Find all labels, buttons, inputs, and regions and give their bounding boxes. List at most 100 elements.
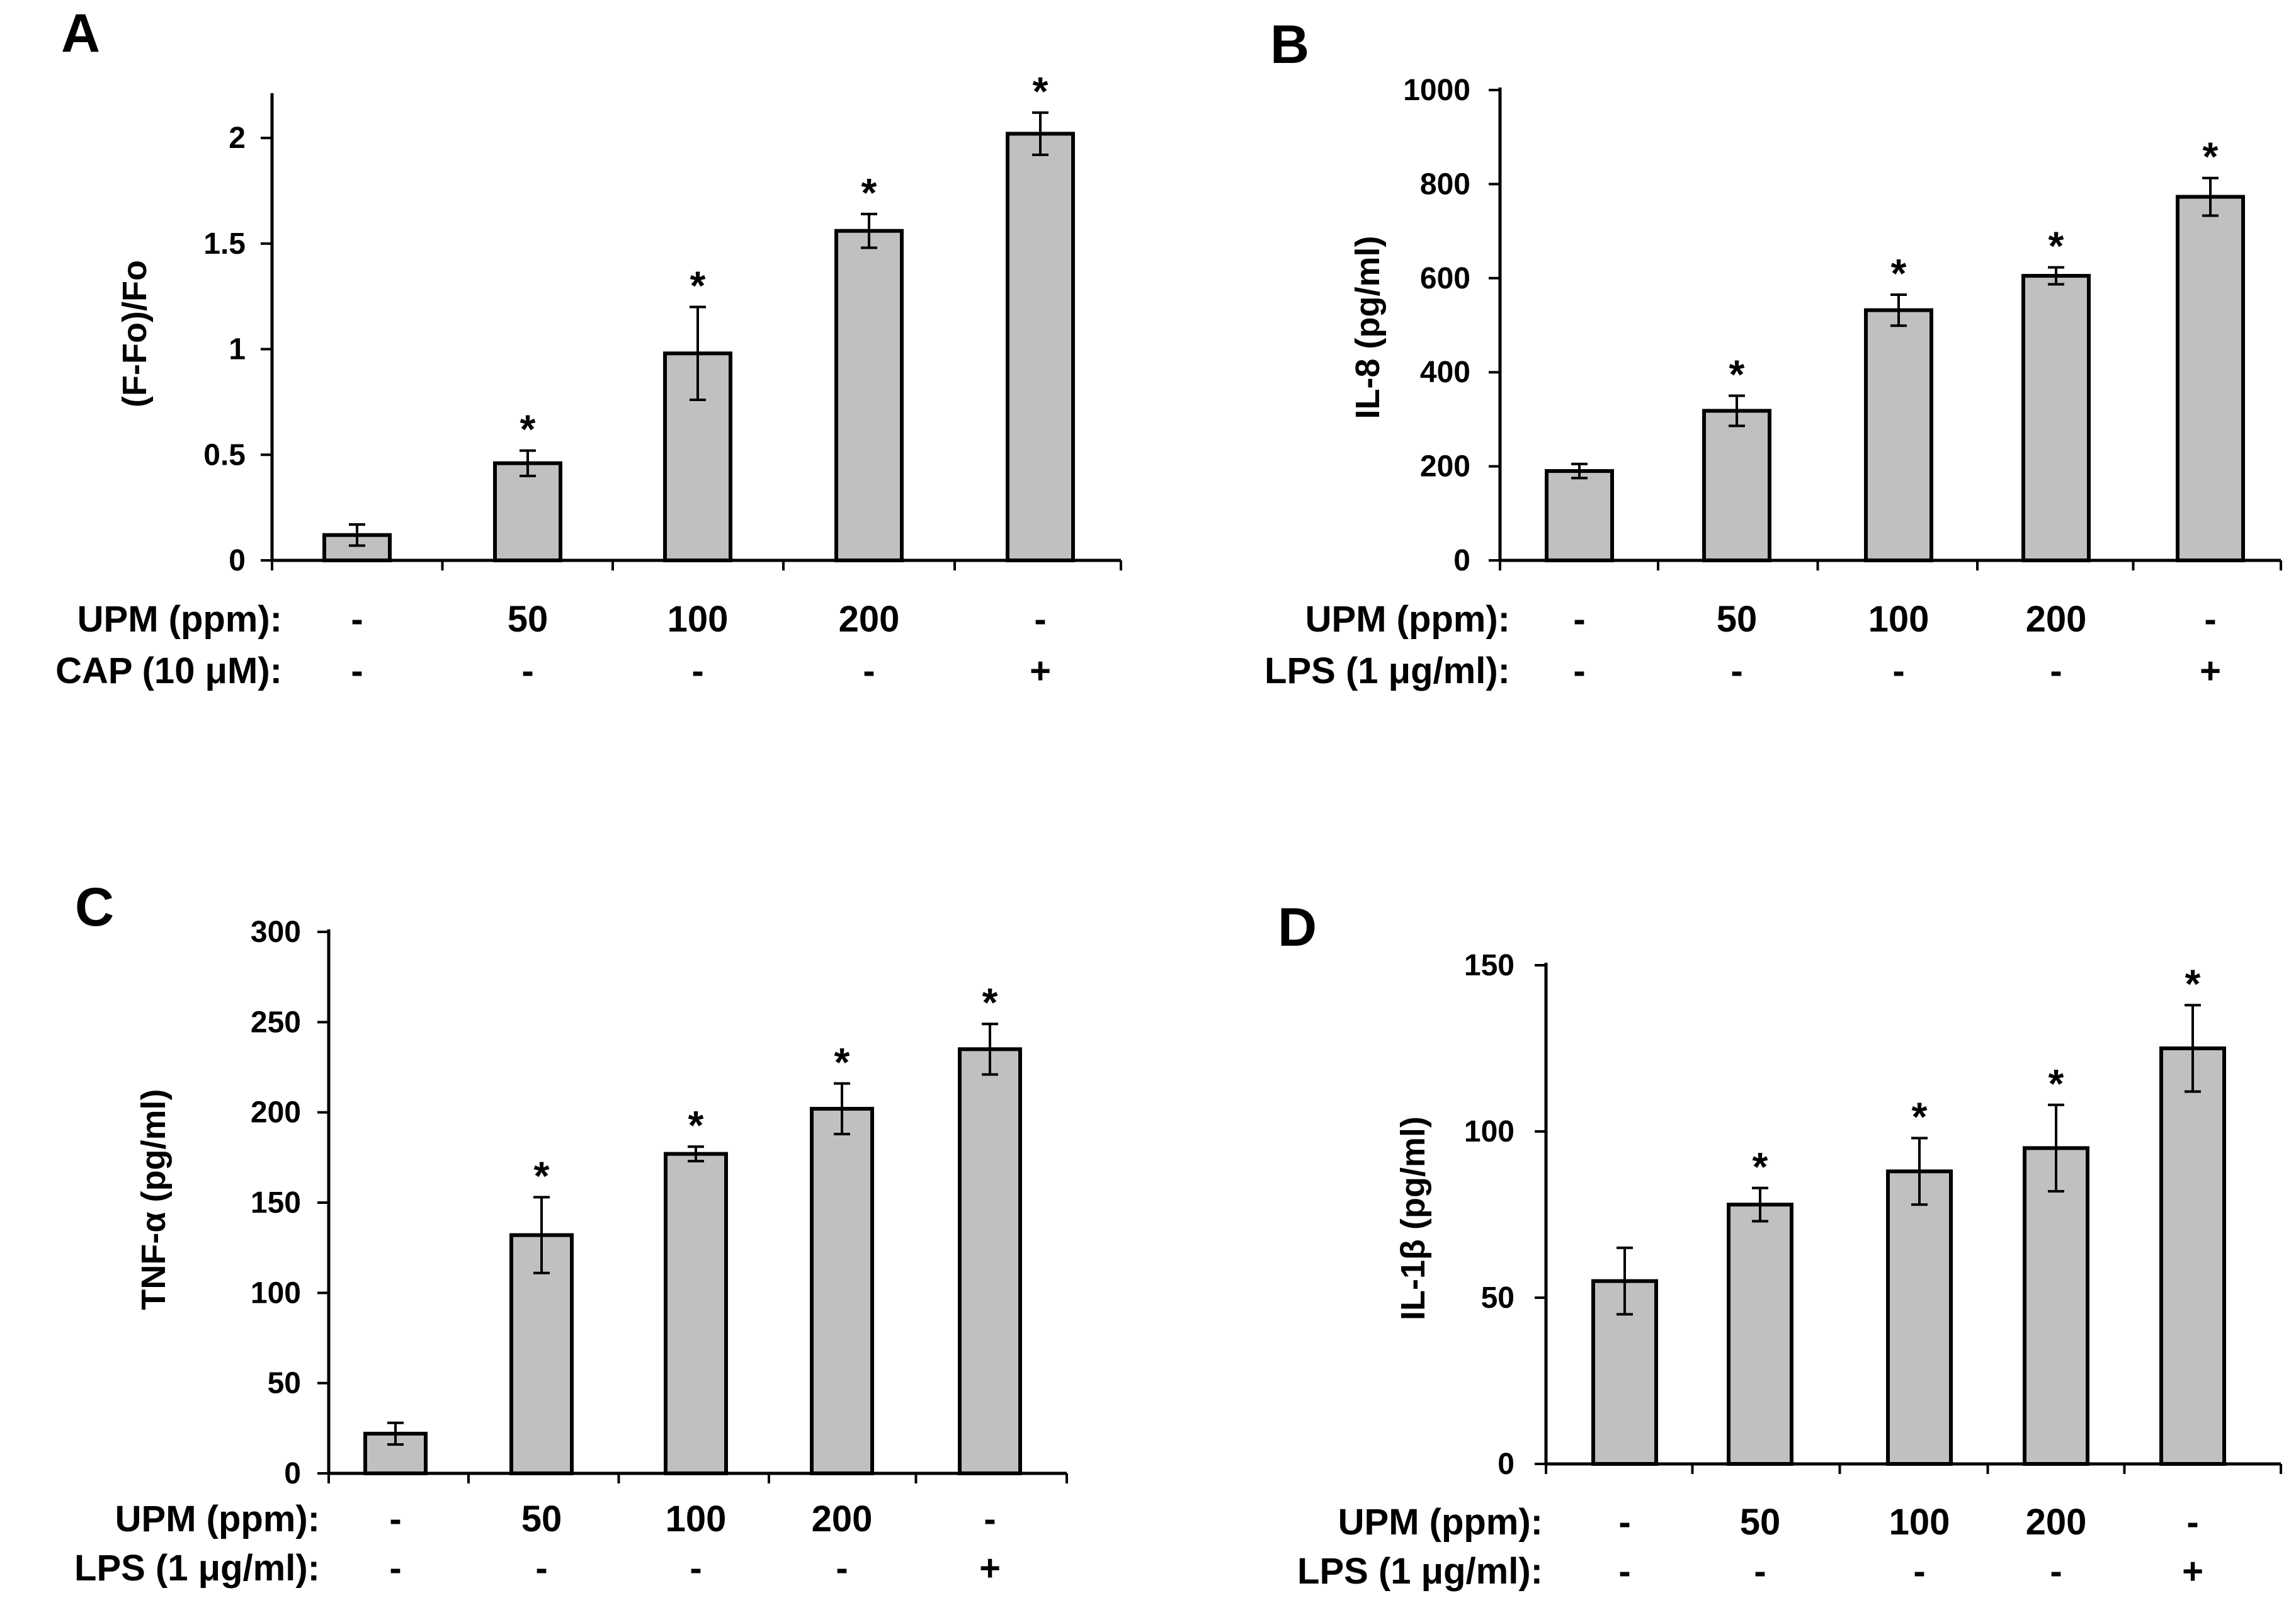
bar-upm-100 bbox=[664, 1152, 728, 1475]
y-tick-label: 300 bbox=[251, 916, 301, 949]
significance-star: * bbox=[2049, 1061, 2064, 1106]
significance-star: * bbox=[982, 980, 998, 1025]
condition-value: - bbox=[2204, 599, 2216, 640]
condition-label: LPS (1 μg/ml): bbox=[1297, 1551, 1543, 1592]
condition-value: 100 bbox=[1889, 1502, 1950, 1543]
y-tick-label: 400 bbox=[1420, 356, 1470, 389]
y-tick-label: 600 bbox=[1420, 262, 1470, 295]
bar-upm-200 bbox=[810, 1106, 874, 1475]
significance-star: * bbox=[1033, 69, 1049, 114]
y-tick-label: 50 bbox=[268, 1367, 301, 1400]
significance-star: * bbox=[861, 170, 877, 215]
condition-value: - bbox=[690, 1548, 702, 1589]
condition-value: - bbox=[1573, 650, 1585, 691]
condition-value: 100 bbox=[1868, 599, 1929, 640]
condition-value: + bbox=[1030, 650, 1051, 691]
y-tick-label: 150 bbox=[1464, 949, 1515, 982]
y-axis-title: (F-Fo)/Fo bbox=[116, 260, 154, 407]
significance-star: * bbox=[2049, 224, 2064, 269]
significance-star: * bbox=[1912, 1094, 1928, 1140]
y-tick-label: 50 bbox=[1481, 1281, 1515, 1315]
bar-upm-200 bbox=[2023, 1146, 2089, 1466]
bar-upm-50 bbox=[1702, 409, 1771, 562]
condition-value: - bbox=[1754, 1551, 1766, 1592]
bar-upm-100 bbox=[1864, 308, 1933, 562]
condition-label: CAP (10 μM): bbox=[55, 650, 282, 691]
condition-value: - bbox=[2050, 650, 2062, 691]
significance-star: * bbox=[834, 1040, 850, 1085]
significance-star: * bbox=[1753, 1144, 1768, 1189]
bar-control bbox=[322, 533, 392, 563]
y-tick-label: 200 bbox=[251, 1096, 301, 1130]
y-axis-title: IL-1β (pg/ml) bbox=[1394, 1116, 1432, 1320]
significance-star: * bbox=[2203, 134, 2219, 179]
y-axis-title: IL-8 (pg/ml) bbox=[1349, 236, 1387, 419]
condition-value: - bbox=[1731, 650, 1742, 691]
condition-label: UPM (ppm): bbox=[1338, 1502, 1543, 1543]
panel-letter: A bbox=[61, 3, 100, 64]
condition-value: - bbox=[863, 650, 875, 691]
bar-upm-100 bbox=[1886, 1169, 1953, 1466]
condition-value: 100 bbox=[668, 599, 729, 640]
condition-value: - bbox=[1618, 1551, 1630, 1592]
significance-star: * bbox=[520, 407, 536, 452]
significance-star: * bbox=[1729, 352, 1745, 397]
y-tick-label: 0 bbox=[1498, 1448, 1515, 1481]
condition-value: - bbox=[351, 650, 363, 691]
panel-letter: B bbox=[1270, 14, 1309, 75]
bar-lps bbox=[958, 1047, 1022, 1476]
condition-label: LPS (1 μg/ml): bbox=[1265, 650, 1510, 691]
condition-label: LPS (1 μg/ml): bbox=[74, 1548, 320, 1589]
bar-upm-50 bbox=[493, 461, 562, 563]
condition-value: - bbox=[1618, 1502, 1630, 1543]
condition-value: 50 bbox=[508, 599, 548, 640]
condition-value: - bbox=[984, 1499, 996, 1539]
bar-cap bbox=[1006, 132, 1075, 562]
bar-upm-200 bbox=[834, 229, 904, 562]
condition-value: - bbox=[1892, 650, 1904, 691]
condition-value: 200 bbox=[812, 1499, 873, 1539]
y-tick-label: 100 bbox=[251, 1276, 301, 1310]
y-tick-label: 0 bbox=[284, 1457, 301, 1490]
condition-value: 50 bbox=[521, 1499, 562, 1539]
significance-star: * bbox=[688, 1103, 704, 1148]
condition-value: 200 bbox=[839, 599, 900, 640]
y-axis-title: TNF-α (pg/ml) bbox=[135, 1089, 173, 1310]
condition-value: - bbox=[836, 1548, 848, 1589]
condition-label: UPM (ppm): bbox=[1305, 599, 1510, 640]
condition-value: - bbox=[351, 599, 363, 640]
condition-value: + bbox=[2200, 650, 2221, 691]
y-tick-label: 250 bbox=[251, 1006, 301, 1039]
condition-value: - bbox=[521, 650, 533, 691]
condition-value: - bbox=[389, 1499, 401, 1539]
y-tick-label: 800 bbox=[1420, 167, 1470, 201]
bar-upm-200 bbox=[2021, 274, 2091, 562]
bar-lps bbox=[2159, 1046, 2226, 1466]
condition-value: 50 bbox=[1717, 599, 1758, 640]
y-tick-label: 0 bbox=[229, 544, 246, 577]
condition-value: - bbox=[691, 650, 703, 691]
y-tick-label: 1 bbox=[229, 333, 246, 366]
y-tick-label: 0 bbox=[1453, 544, 1470, 577]
condition-value: 100 bbox=[666, 1499, 727, 1539]
condition-value: - bbox=[1913, 1551, 1925, 1592]
condition-value: - bbox=[389, 1548, 401, 1589]
y-tick-label: 1000 bbox=[1403, 74, 1470, 107]
bar-upm-50 bbox=[1727, 1203, 1793, 1466]
bar-control bbox=[1545, 469, 1614, 562]
y-tick-label: 200 bbox=[1420, 450, 1470, 484]
panel-letter: D bbox=[1278, 897, 1317, 958]
condition-value: 200 bbox=[2026, 599, 2087, 640]
condition-value: + bbox=[2182, 1551, 2203, 1592]
y-tick-label: 0.5 bbox=[203, 438, 246, 472]
condition-value: 50 bbox=[1740, 1502, 1781, 1543]
significance-star: * bbox=[690, 263, 706, 308]
condition-value: - bbox=[1573, 599, 1585, 640]
panel-letter: C bbox=[75, 877, 114, 938]
condition-value: - bbox=[2050, 1551, 2062, 1592]
condition-value: 200 bbox=[2026, 1502, 2087, 1543]
condition-value: + bbox=[979, 1548, 1001, 1589]
condition-value: - bbox=[1034, 599, 1046, 640]
bar-lps bbox=[2176, 195, 2245, 563]
